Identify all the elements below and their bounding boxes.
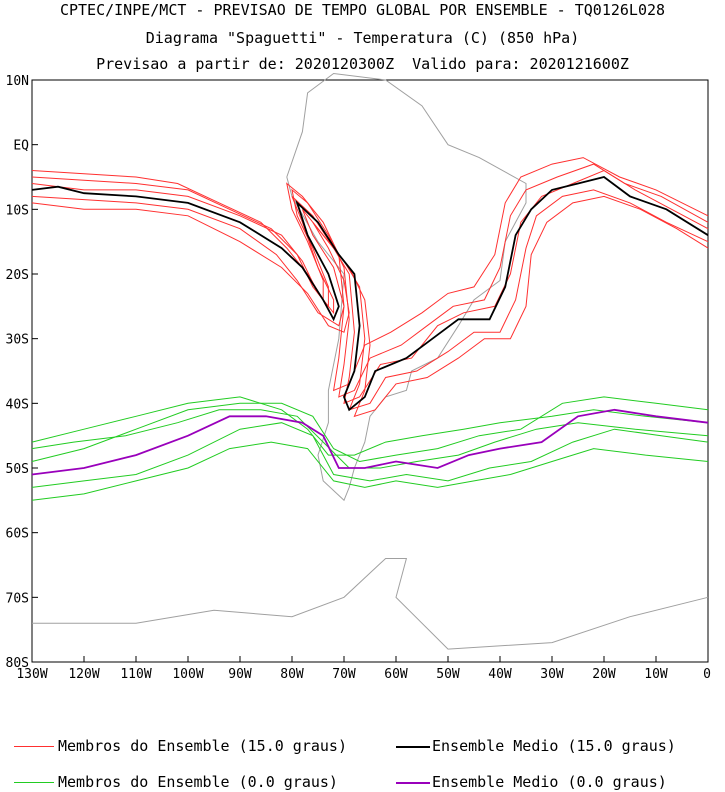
lat-tick-label: 10N bbox=[6, 74, 29, 89]
legend-swatch-mean-15 bbox=[396, 746, 430, 748]
means-layer bbox=[31, 176, 709, 476]
member-15-contour bbox=[31, 195, 709, 418]
lat-tick-label: 20S bbox=[6, 268, 29, 283]
lon-tick-label: 50W bbox=[436, 667, 460, 682]
map-frame bbox=[31, 79, 709, 663]
lat-tick-label: 10S bbox=[6, 203, 29, 218]
lon-tick-label: 130W bbox=[16, 667, 47, 682]
lon-tick-label: 70W bbox=[332, 667, 356, 682]
legend-swatch-members-0 bbox=[14, 782, 54, 783]
lat-tick-label: 30S bbox=[6, 333, 29, 348]
members-0-layer bbox=[31, 396, 709, 501]
lat-tick-label: 70S bbox=[6, 591, 29, 606]
legend-label-mean-0: Ensemble Medio (0.0 graus) bbox=[432, 773, 667, 791]
legend-label-mean-15: Ensemble Medio (15.0 graus) bbox=[432, 737, 676, 755]
member-15-contour bbox=[31, 157, 709, 392]
lon-tick-label: 30W bbox=[540, 667, 564, 682]
lat-tick-label: 80S bbox=[6, 656, 29, 671]
lon-tick-label: 20W bbox=[592, 667, 616, 682]
lon-tick-label: 90W bbox=[228, 667, 252, 682]
title-line-2: Diagrama "Spaguetti" - Temperatura (C) (… bbox=[145, 29, 580, 47]
mean-15-contour bbox=[31, 176, 709, 412]
lon-tick-label: 120W bbox=[68, 667, 99, 682]
lat-tick-label: EQ bbox=[13, 139, 29, 154]
lon-tick-label: 100W bbox=[172, 667, 203, 682]
lon-tick-label: 10W bbox=[644, 667, 668, 682]
title-line-1: CPTEC/INPE/MCT - PREVISAO DE TEMPO GLOBA… bbox=[59, 1, 666, 19]
member-0-contour bbox=[31, 396, 709, 463]
lat-tick-label: 50S bbox=[6, 462, 29, 477]
lon-tick-label: 60W bbox=[384, 667, 408, 682]
member-0-contour bbox=[31, 422, 709, 488]
title-line-3: Previsao a partir de: 2020120300Z Valido… bbox=[96, 55, 629, 73]
legend-swatch-members-15 bbox=[14, 746, 54, 747]
lat-tick-label: 40S bbox=[6, 397, 29, 412]
lon-tick-label: 80W bbox=[280, 667, 304, 682]
antarctica-coastline bbox=[32, 558, 709, 650]
coastline-layer bbox=[32, 72, 709, 650]
member-15-contour bbox=[31, 169, 709, 405]
member-0-contour bbox=[31, 441, 709, 501]
legend-label-members-0: Membros do Ensemble (0.0 graus) bbox=[58, 773, 338, 791]
legend-swatch-mean-0 bbox=[396, 782, 430, 784]
lat-tick-label: 60S bbox=[6, 527, 29, 542]
lon-tick-label: 110W bbox=[120, 667, 151, 682]
lon-tick-label: 40W bbox=[488, 667, 512, 682]
member-15-contour bbox=[31, 163, 709, 398]
lon-tick-label: 0 bbox=[703, 667, 711, 682]
member-0-contour bbox=[31, 396, 709, 456]
member-15-contour bbox=[31, 189, 709, 411]
south-america-coastline bbox=[286, 72, 527, 502]
legend-label-members-15: Membros do Ensemble (15.0 graus) bbox=[58, 737, 347, 755]
mean-0-contour bbox=[31, 408, 709, 476]
